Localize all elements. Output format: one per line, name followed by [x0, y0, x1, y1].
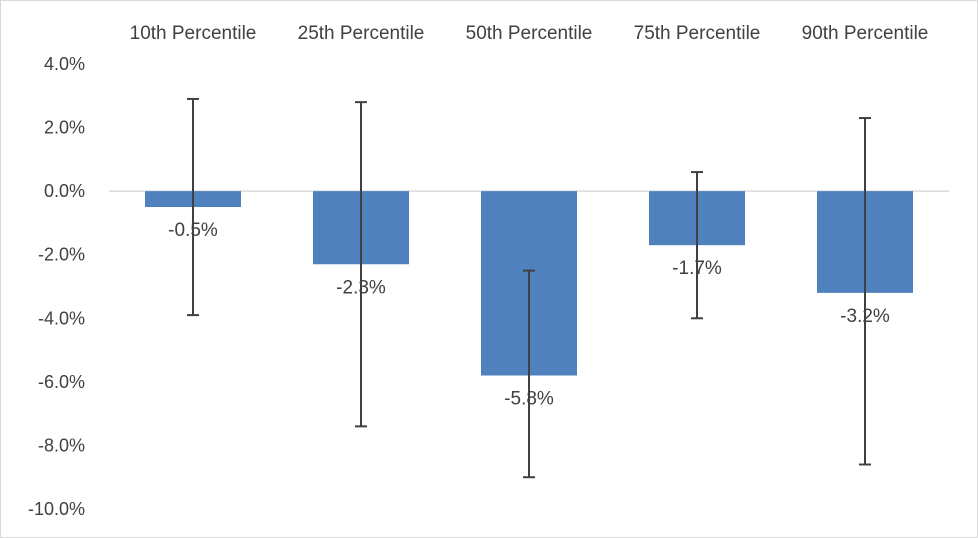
data-labels: -0.5% -2.3% -5.8% -1.7% -3.2% — [168, 220, 890, 409]
y-tick-label: -4.0% — [38, 308, 85, 328]
category-labels: 10th Percentile 25th Percentile 50th Perce… — [130, 23, 929, 44]
category-label: 10th Percentile — [130, 23, 257, 44]
y-tick-label: 2.0% — [44, 118, 85, 138]
y-tick-label: -2.0% — [38, 245, 85, 265]
y-tick-label: -10.0% — [28, 499, 85, 519]
y-tick-label: -8.0% — [38, 435, 85, 455]
category-label: 25th Percentile — [298, 23, 425, 44]
data-label: -3.2% — [840, 306, 890, 327]
data-label: -0.5% — [168, 220, 218, 241]
category-label: 90th Percentile — [802, 23, 929, 44]
data-label: -2.3% — [336, 277, 386, 298]
category-label: 50th Percentile — [466, 23, 593, 44]
category-label: 75th Percentile — [634, 23, 761, 44]
data-label: -1.7% — [672, 258, 722, 279]
data-label: -5.8% — [504, 389, 554, 410]
y-tick-label: -6.0% — [38, 372, 85, 392]
error-bars — [187, 97, 871, 479]
y-axis-labels: 4.0% 2.0% 0.0% -2.0% -4.0% -6.0% -8.0% -10.0% — [28, 54, 85, 519]
y-tick-label: 4.0% — [44, 54, 85, 74]
y-tick-label: 0.0% — [44, 181, 85, 201]
